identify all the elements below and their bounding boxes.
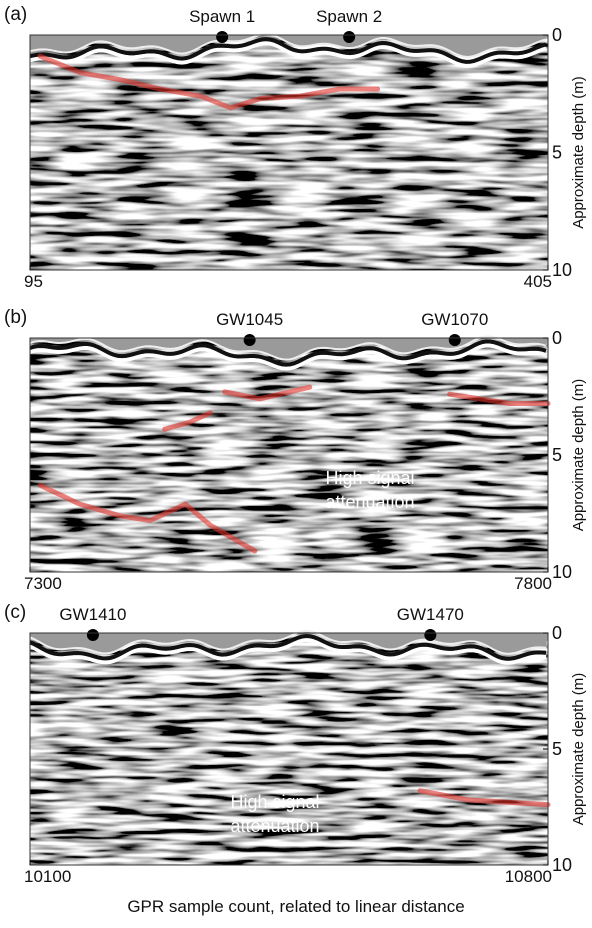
- reflector-line: [447, 391, 551, 407]
- x-tick-label: 7300: [24, 574, 62, 593]
- surface-line: [29, 33, 547, 58]
- y-axis-label: Approximate depth (m): [570, 76, 587, 229]
- air-layer: [30, 34, 548, 57]
- marker-dot: [448, 334, 461, 346]
- y-tick-label: 10: [552, 855, 572, 875]
- y-axis-label: Approximate depth (m): [570, 673, 587, 826]
- panel-label: (c): [4, 602, 26, 623]
- marker-dot: [216, 31, 229, 43]
- y-tick-label: 0: [552, 623, 562, 643]
- surface-band: [29, 41, 547, 68]
- annotation: High signal attenuation: [325, 468, 414, 512]
- radargram-image: [30, 633, 548, 865]
- surface-band: [29, 634, 547, 661]
- marker-dot: [243, 334, 256, 346]
- surface-band: [29, 339, 547, 367]
- reflector-line: [37, 482, 258, 554]
- marker-label: GW1470: [397, 605, 464, 624]
- surface-line: [29, 335, 547, 361]
- marker-label: Spawn 1: [189, 7, 255, 26]
- reflector-line: [37, 53, 381, 111]
- surface-line: [29, 630, 547, 655]
- y-axis-label: Approximate depth (m): [570, 379, 587, 532]
- surface-band: [29, 37, 547, 64]
- marker-dot: [343, 31, 356, 43]
- marker-label: GW1045: [216, 310, 283, 329]
- x-tick-label: 95: [24, 272, 43, 291]
- y-tick-label: 5: [552, 739, 562, 759]
- air-layer: [30, 631, 548, 654]
- surface-band: [29, 343, 547, 371]
- y-tick-label: 0: [552, 328, 562, 348]
- marker-label: GW1410: [59, 605, 126, 624]
- y-tick-label: 5: [552, 445, 562, 465]
- air-layer: [30, 336, 548, 360]
- panel-label: (a): [4, 4, 27, 25]
- x-tick-label: 10800: [505, 867, 552, 886]
- reflector-line: [222, 384, 313, 402]
- x-tick-label: 7800: [514, 574, 552, 593]
- marker-dot: [424, 629, 437, 641]
- y-tick-label: 5: [552, 143, 562, 163]
- x-tick-label: 10100: [24, 867, 71, 886]
- reflector-line: [162, 410, 213, 432]
- surface-band: [29, 638, 547, 665]
- y-tick-label: 0: [552, 25, 562, 45]
- annotation: High signal attenuation: [230, 792, 319, 836]
- marker-label: GW1070: [421, 310, 488, 329]
- x-axis-label: GPR sample count, related to linear dist…: [127, 897, 464, 916]
- marker-dot: [86, 629, 99, 641]
- y-tick-label: 10: [552, 562, 572, 582]
- panel-label: (b): [4, 307, 27, 328]
- marker-label: Spawn 2: [316, 7, 382, 26]
- reflector-line: [417, 788, 551, 808]
- y-tick-label: 10: [552, 260, 572, 280]
- radargram-image: [30, 35, 548, 270]
- radargram-image: [30, 338, 548, 572]
- x-tick-label: 405: [524, 272, 552, 291]
